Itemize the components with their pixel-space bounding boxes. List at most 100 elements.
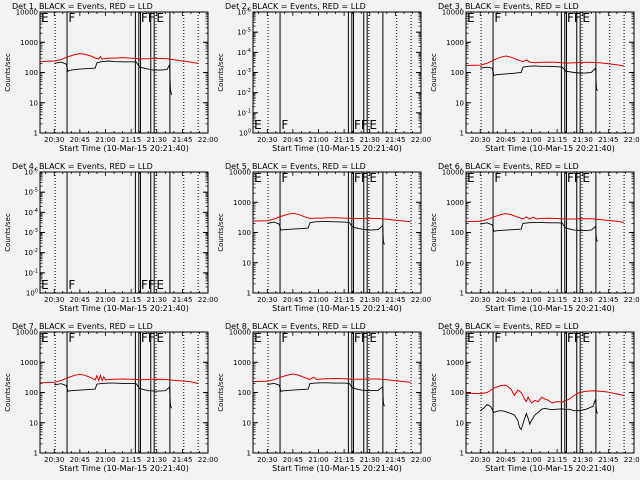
chart-det3: Det 3, BLACK = Events, RED = LLD 1 10 100 10…: [430, 2, 640, 153]
flag-label: E: [467, 331, 475, 345]
y-tick-label: 100: [451, 69, 464, 77]
y-tick-label: 10000: [229, 169, 251, 177]
chart-det4: Det 4, BLACK = Events, RED = LLD 100 10-1 1…: [4, 162, 218, 313]
y-tick-label: 1000: [233, 199, 251, 207]
y-tick-label: 10-1: [24, 268, 38, 277]
x-tick-label: 21:15: [121, 456, 141, 464]
y-axis-label: Counts/sec: [4, 373, 12, 412]
x-tick-label: 21:30: [360, 296, 380, 304]
x-tick-label: 21:00: [521, 456, 541, 464]
x-tick-label: 22:00: [198, 136, 218, 144]
chart-det7: Det 7, BLACK = Events, RED = LLD 1 10 100 10…: [4, 322, 218, 473]
x-tick-label: 20:45: [283, 136, 303, 144]
y-tick-label: 1000: [20, 39, 38, 47]
y-tick-label: 100: [451, 389, 464, 397]
flag-label: E: [156, 278, 164, 292]
x-tick-label: 21:30: [147, 296, 167, 304]
x-tick-label: 21:15: [547, 456, 567, 464]
x-tick-label: 21:30: [360, 456, 380, 464]
panel-det3: Det 3, BLACK = Events, RED = LLD 1 10 100 10…: [426, 0, 640, 160]
y-tick-label: 100: [239, 129, 251, 138]
x-tick-label: 20:45: [496, 136, 516, 144]
y-tick-label: 10: [242, 419, 251, 427]
panel-det4: Det 4, BLACK = Events, RED = LLD 100 10-1 1…: [0, 160, 218, 320]
x-tick-label: 21:45: [172, 456, 192, 464]
plot-frame: [39, 11, 209, 134]
y-tick-label: 100: [238, 229, 251, 237]
y-tick-label: 1: [34, 450, 38, 458]
y-tick-label: 10-5: [237, 28, 251, 37]
y-tick-label: 10: [29, 99, 38, 107]
flag-label: FF: [141, 11, 155, 25]
flag-label: E: [582, 171, 590, 185]
y-axis-label: Counts/sec: [4, 53, 12, 92]
x-tick-label: 21:15: [121, 296, 141, 304]
x-tick-label: 20:30: [470, 136, 490, 144]
flag-label: E: [467, 11, 475, 25]
y-tick-label: 10000: [16, 9, 38, 17]
y-tick-label: 1: [460, 290, 464, 298]
chart-det8: Det 8, BLACK = Events, RED = LLD 1 10 100 10…: [217, 322, 431, 473]
x-tick-label: 20:30: [470, 296, 490, 304]
x-tick-label: 20:45: [496, 456, 516, 464]
x-tick-label: 21:00: [95, 296, 115, 304]
x-axis-label: Start Time (10-Mar-15 20:21:40): [59, 304, 189, 313]
flag-label: E: [41, 278, 49, 292]
flag-label: E: [369, 118, 377, 132]
flag-label: F: [68, 11, 75, 25]
flag-label: F: [68, 278, 75, 292]
y-axis-label: Counts/sec: [217, 373, 225, 412]
x-tick-label: 21:45: [385, 296, 405, 304]
plot-frame: [39, 171, 209, 294]
flag-label: E: [41, 11, 49, 25]
x-tick-label: 21:45: [598, 136, 618, 144]
panel-det8: Det 8, BLACK = Events, RED = LLD 1 10 100 10…: [213, 320, 431, 480]
y-tick-label: 1: [460, 450, 464, 458]
flag-label: E: [582, 11, 590, 25]
flag-label: E: [254, 171, 262, 185]
flag-label: F: [494, 171, 501, 185]
y-tick-label: 10-4: [24, 208, 38, 217]
chart-det2: Det 2, BLACK = Events, RED = LLD 100 10-1 1…: [217, 2, 431, 153]
y-tick-label: 1000: [446, 359, 464, 367]
flag-label: FF: [567, 331, 581, 345]
y-tick-label: 10-2: [24, 248, 38, 257]
x-axis-label: Start Time (10-Mar-15 20:21:40): [272, 464, 402, 473]
y-axis-label: Counts/sec: [430, 53, 438, 92]
y-tick-label: 10: [455, 259, 464, 267]
x-tick-label: 22:00: [411, 136, 431, 144]
x-tick-label: 20:45: [70, 136, 90, 144]
chart-title: Det 2, BLACK = Events, RED = LLD: [225, 2, 366, 11]
y-tick-label: 10: [242, 259, 251, 267]
flag-label: FF: [141, 278, 155, 292]
y-tick-label: 1000: [20, 359, 38, 367]
x-axis-label: Start Time (10-Mar-15 20:21:40): [485, 304, 615, 313]
flag-label: E: [41, 331, 49, 345]
x-tick-label: 20:30: [44, 136, 64, 144]
y-tick-label: 10-5: [24, 188, 38, 197]
flag-label: FF: [354, 118, 368, 132]
chart-title: Det 7, BLACK = Events, RED = LLD: [12, 322, 153, 331]
x-tick-label: 21:30: [147, 136, 167, 144]
y-axis-label: Counts/sec: [4, 213, 12, 252]
y-tick-label: 10000: [442, 329, 464, 337]
panel-det2: Det 2, BLACK = Events, RED = LLD 100 10-1 1…: [213, 0, 431, 160]
y-tick-label: 100: [451, 229, 464, 237]
flag-label: FF: [567, 11, 581, 25]
flag-label: F: [494, 331, 501, 345]
x-tick-label: 20:45: [70, 456, 90, 464]
x-axis-label: Start Time (10-Mar-15 20:21:40): [272, 144, 402, 153]
series-lld: [253, 373, 411, 383]
chart-title: Det 6, BLACK = Events, RED = LLD: [438, 162, 579, 171]
chart-det5: Det 5, BLACK = Events, RED = LLD 1 10 100 10…: [217, 162, 431, 313]
chart-title: Det 5, BLACK = Events, RED = LLD: [225, 162, 366, 171]
flag-label: E: [582, 331, 590, 345]
series-lld: [40, 53, 198, 64]
x-axis-label: Start Time (10-Mar-15 20:21:40): [485, 464, 615, 473]
flag-label: E: [156, 11, 164, 25]
y-tick-label: 1: [460, 130, 464, 138]
x-tick-label: 21:00: [308, 136, 328, 144]
x-tick-label: 21:15: [334, 456, 354, 464]
x-tick-label: 21:15: [547, 296, 567, 304]
